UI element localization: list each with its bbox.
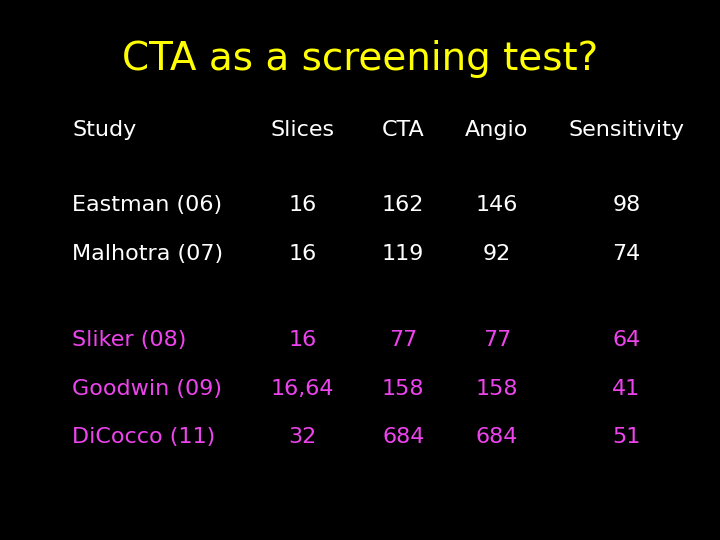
Text: 74: 74 [612, 244, 641, 264]
Text: Sensitivity: Sensitivity [568, 119, 685, 140]
Text: 98: 98 [612, 195, 641, 215]
Text: 158: 158 [382, 379, 425, 399]
Text: 16: 16 [288, 195, 317, 215]
Text: 684: 684 [382, 427, 424, 448]
Text: 119: 119 [382, 244, 424, 264]
Text: 16: 16 [288, 330, 317, 350]
Text: Eastman (06): Eastman (06) [72, 195, 222, 215]
Text: 92: 92 [482, 244, 511, 264]
Text: 64: 64 [612, 330, 641, 350]
Text: 16: 16 [288, 244, 317, 264]
Text: Malhotra (07): Malhotra (07) [72, 244, 223, 264]
Text: CTA as a screening test?: CTA as a screening test? [122, 40, 598, 78]
Text: 41: 41 [612, 379, 641, 399]
Text: CTA: CTA [382, 119, 425, 140]
Text: 684: 684 [476, 427, 518, 448]
Text: 77: 77 [482, 330, 511, 350]
Text: Angio: Angio [465, 119, 528, 140]
Text: Goodwin (09): Goodwin (09) [72, 379, 222, 399]
Text: 158: 158 [475, 379, 518, 399]
Text: Sliker (08): Sliker (08) [72, 330, 186, 350]
Text: 162: 162 [382, 195, 424, 215]
Text: 77: 77 [389, 330, 418, 350]
Text: Slices: Slices [270, 119, 335, 140]
Text: 16,64: 16,64 [271, 379, 334, 399]
Text: 32: 32 [288, 427, 317, 448]
Text: DiCocco (11): DiCocco (11) [72, 427, 215, 448]
Text: 51: 51 [612, 427, 641, 448]
Text: Study: Study [72, 119, 136, 140]
Text: 146: 146 [476, 195, 518, 215]
